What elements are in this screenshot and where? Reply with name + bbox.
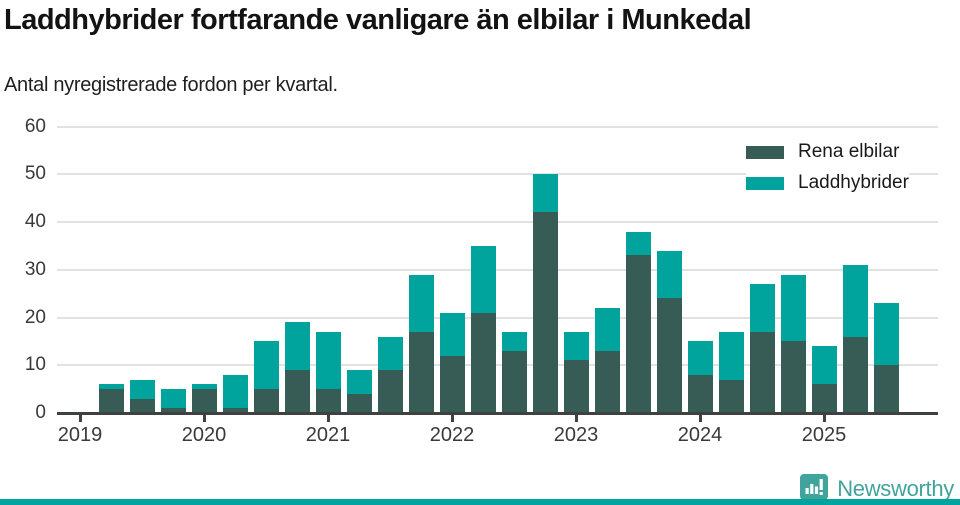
bar-segment-rena-elbilar xyxy=(749,331,775,413)
bar-segment-rena-elbilar xyxy=(532,212,558,413)
bar-segment-laddhybrider xyxy=(315,331,341,390)
bar-segment-laddhybrider xyxy=(191,384,217,390)
chart-legend: Rena elbilar Laddhybrider xyxy=(746,141,909,203)
bar-segment-laddhybrider xyxy=(811,346,837,385)
bar-segment-laddhybrider xyxy=(718,331,744,380)
bar-segment-rena-elbilar xyxy=(98,389,124,413)
bar-segment-rena-elbilar xyxy=(842,336,868,413)
y-axis-label: 30 xyxy=(24,258,46,280)
y-axis-label: 60 xyxy=(24,115,46,137)
bar-segment-rena-elbilar xyxy=(780,341,806,413)
y-axis-label: 40 xyxy=(24,211,46,232)
x-axis-tick xyxy=(822,414,826,422)
gridline-50 xyxy=(57,173,938,176)
bar-segment-rena-elbilar xyxy=(594,350,620,413)
gridline-20 xyxy=(57,316,938,319)
x-axis-label: 2022 xyxy=(429,424,475,446)
bar-segment-laddhybrider xyxy=(253,341,279,390)
y-axis-label: 10 xyxy=(24,354,46,376)
legend-swatch-rena-elbilar xyxy=(746,145,784,159)
x-axis-tick xyxy=(574,414,578,422)
bar-segment-laddhybrider xyxy=(842,264,868,337)
y-axis-label: 0 xyxy=(35,402,46,423)
bar-segment-laddhybrider xyxy=(749,284,775,332)
x-axis-label: 2023 xyxy=(553,424,599,446)
gridline-60 xyxy=(57,125,938,128)
bar-segment-rena-elbilar xyxy=(315,389,341,413)
bar-segment-laddhybrider xyxy=(625,231,651,256)
brand-name: Newsworthy xyxy=(837,476,954,501)
bar-segment-laddhybrider xyxy=(98,384,124,390)
bar-segment-rena-elbilar xyxy=(284,370,310,413)
legend-item-laddhybrider: Laddhybrider xyxy=(746,172,909,194)
x-axis-line xyxy=(57,411,938,415)
x-axis-label: 2025 xyxy=(801,424,847,446)
bar-segment-rena-elbilar xyxy=(687,374,713,413)
bar-segment-rena-elbilar xyxy=(408,331,434,413)
bar-segment-laddhybrider xyxy=(656,250,682,299)
bar-segment-rena-elbilar xyxy=(718,379,744,413)
x-axis-tick xyxy=(326,414,330,422)
x-axis-label: 2024 xyxy=(677,424,723,446)
bar-segment-laddhybrider xyxy=(222,374,248,409)
bar-segment-laddhybrider xyxy=(780,274,806,342)
bar-segment-laddhybrider xyxy=(470,245,496,313)
bar-segment-rena-elbilar xyxy=(222,408,248,413)
bar-segment-laddhybrider xyxy=(594,307,620,351)
bar-segment-rena-elbilar xyxy=(656,298,682,413)
gridline-40 xyxy=(57,221,938,223)
bar-segment-rena-elbilar xyxy=(191,389,217,413)
bar-segment-rena-elbilar xyxy=(625,255,651,413)
bar-segment-laddhybrider xyxy=(873,303,899,366)
x-axis-tick xyxy=(78,414,82,422)
legend-label: Laddhybrider xyxy=(798,172,909,193)
bar-segment-rena-elbilar xyxy=(563,360,589,413)
x-axis-tick xyxy=(698,414,702,422)
bar-segment-laddhybrider xyxy=(532,174,558,213)
y-axis-label: 50 xyxy=(24,163,46,185)
legend-swatch-laddhybrider xyxy=(746,176,784,190)
gridline-30 xyxy=(57,268,938,271)
bar-segment-laddhybrider xyxy=(129,379,155,399)
bar-segment-rena-elbilar xyxy=(377,370,403,413)
x-axis-label: 2021 xyxy=(305,424,351,446)
bar-segment-laddhybrider xyxy=(346,370,372,394)
bar-segment-rena-elbilar xyxy=(470,312,496,413)
bar-segment-rena-elbilar xyxy=(346,393,372,413)
x-axis-tick xyxy=(450,414,454,422)
bar-segment-laddhybrider xyxy=(408,274,434,332)
bar-segment-laddhybrider xyxy=(501,331,527,351)
bar-segment-rena-elbilar xyxy=(811,384,837,413)
y-axis-label: 20 xyxy=(24,306,46,328)
bar-segment-laddhybrider xyxy=(563,331,589,361)
x-axis-label: 2019 xyxy=(57,424,103,446)
bar-segment-rena-elbilar xyxy=(501,350,527,413)
bar-segment-rena-elbilar xyxy=(160,408,186,413)
legend-item-rena-elbilar: Rena elbilar xyxy=(746,141,909,163)
bottom-accent-strip xyxy=(0,499,960,505)
bar-segment-laddhybrider xyxy=(160,389,186,409)
gridline-10 xyxy=(57,364,938,367)
newsworthy-logo-icon xyxy=(800,474,829,505)
x-axis-label: 2020 xyxy=(181,424,227,446)
x-axis-tick xyxy=(202,414,206,422)
bar-segment-laddhybrider xyxy=(284,322,310,371)
bar-segment-laddhybrider xyxy=(687,341,713,375)
bar-segment-rena-elbilar xyxy=(129,398,155,413)
chart-title: Laddhybrider fortfarande vanligare än el… xyxy=(4,4,752,36)
bar-segment-rena-elbilar xyxy=(253,389,279,413)
bar-segment-laddhybrider xyxy=(377,336,403,371)
bar-segment-laddhybrider xyxy=(439,312,465,356)
bar-segment-rena-elbilar xyxy=(873,365,899,413)
bar-segment-rena-elbilar xyxy=(439,355,465,413)
legend-label: Rena elbilar xyxy=(798,141,900,162)
brand-footer: Newsworthy xyxy=(799,473,954,505)
chart-subtitle: Antal nyregistrerade fordon per kvartal. xyxy=(4,74,338,96)
